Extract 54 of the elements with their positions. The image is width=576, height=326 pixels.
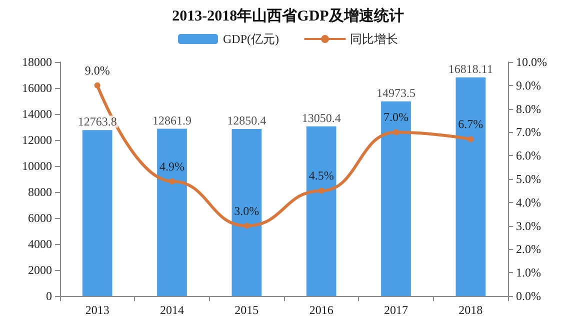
data-label: 16818.11 (448, 62, 493, 76)
y2-tick-label: 3.0% (516, 218, 541, 233)
y2-tick-label: 0.0% (516, 289, 541, 303)
data-label: 6.7% (458, 117, 484, 132)
x-tick-label: 2015 (234, 303, 259, 317)
data-label: 12850.4 (227, 113, 266, 128)
y-tick-label: 12000 (22, 133, 52, 147)
y-tick-label: 6000 (28, 211, 52, 225)
data-label: 14973.5 (376, 86, 416, 100)
legend-label: 同比增长 (350, 32, 398, 46)
chart-title: 2013-2018年山西省GDP及增速统计 (172, 8, 404, 24)
point (318, 188, 324, 194)
data-label: 4.5% (308, 168, 334, 183)
y2-tick-label: 8.0% (516, 102, 541, 116)
point (244, 222, 250, 229)
x-tick-label: 2018 (458, 303, 483, 317)
legend-label: GDP(亿元) (223, 32, 280, 46)
y2-tick-label: 7.0% (516, 125, 541, 140)
bar (381, 101, 411, 296)
point (169, 178, 175, 184)
y2-tick-label: 2.0% (516, 242, 541, 256)
y2-tick-label: 1.0% (516, 266, 541, 280)
data-label: 9.0% (84, 63, 110, 78)
data-label: 4.9% (160, 159, 184, 174)
data-label: 3.0% (234, 204, 260, 218)
y-tick-label: 10000 (22, 159, 52, 173)
y-tick-label: 16000 (22, 81, 52, 95)
y-tick-label: 14000 (22, 107, 52, 121)
y-tick-label: 18000 (22, 55, 52, 69)
y2-tick-label: 4.0% (516, 195, 541, 210)
y-tick-label: 0 (46, 289, 52, 303)
y2-tick-label: 9.0% (516, 78, 541, 92)
x-tick-label: 2013 (85, 303, 110, 317)
data-label: 12763.8 (78, 114, 117, 129)
y-tick-label: 4000 (28, 237, 52, 251)
point (94, 82, 100, 88)
point (468, 136, 474, 142)
y2-tick-label: 6.0% (516, 148, 541, 163)
bar (456, 77, 486, 296)
y2-tick-label: 5.0% (516, 172, 541, 186)
y-tick-label: 8000 (28, 185, 52, 199)
data-label: 13050.4 (302, 110, 341, 125)
data-label: 12861.9 (152, 113, 192, 128)
point (393, 129, 399, 136)
bar (157, 128, 187, 296)
data-label: 7.0% (384, 110, 408, 124)
x-tick-label: 2017 (384, 303, 408, 317)
bar (232, 128, 262, 296)
bar (82, 130, 112, 296)
y-tick-label: 2000 (28, 263, 52, 277)
y2-tick-label: 10.0% (516, 55, 547, 69)
bar (306, 126, 336, 296)
x-tick-label: 2016 (309, 303, 334, 317)
x-tick-label: 2014 (160, 303, 184, 317)
